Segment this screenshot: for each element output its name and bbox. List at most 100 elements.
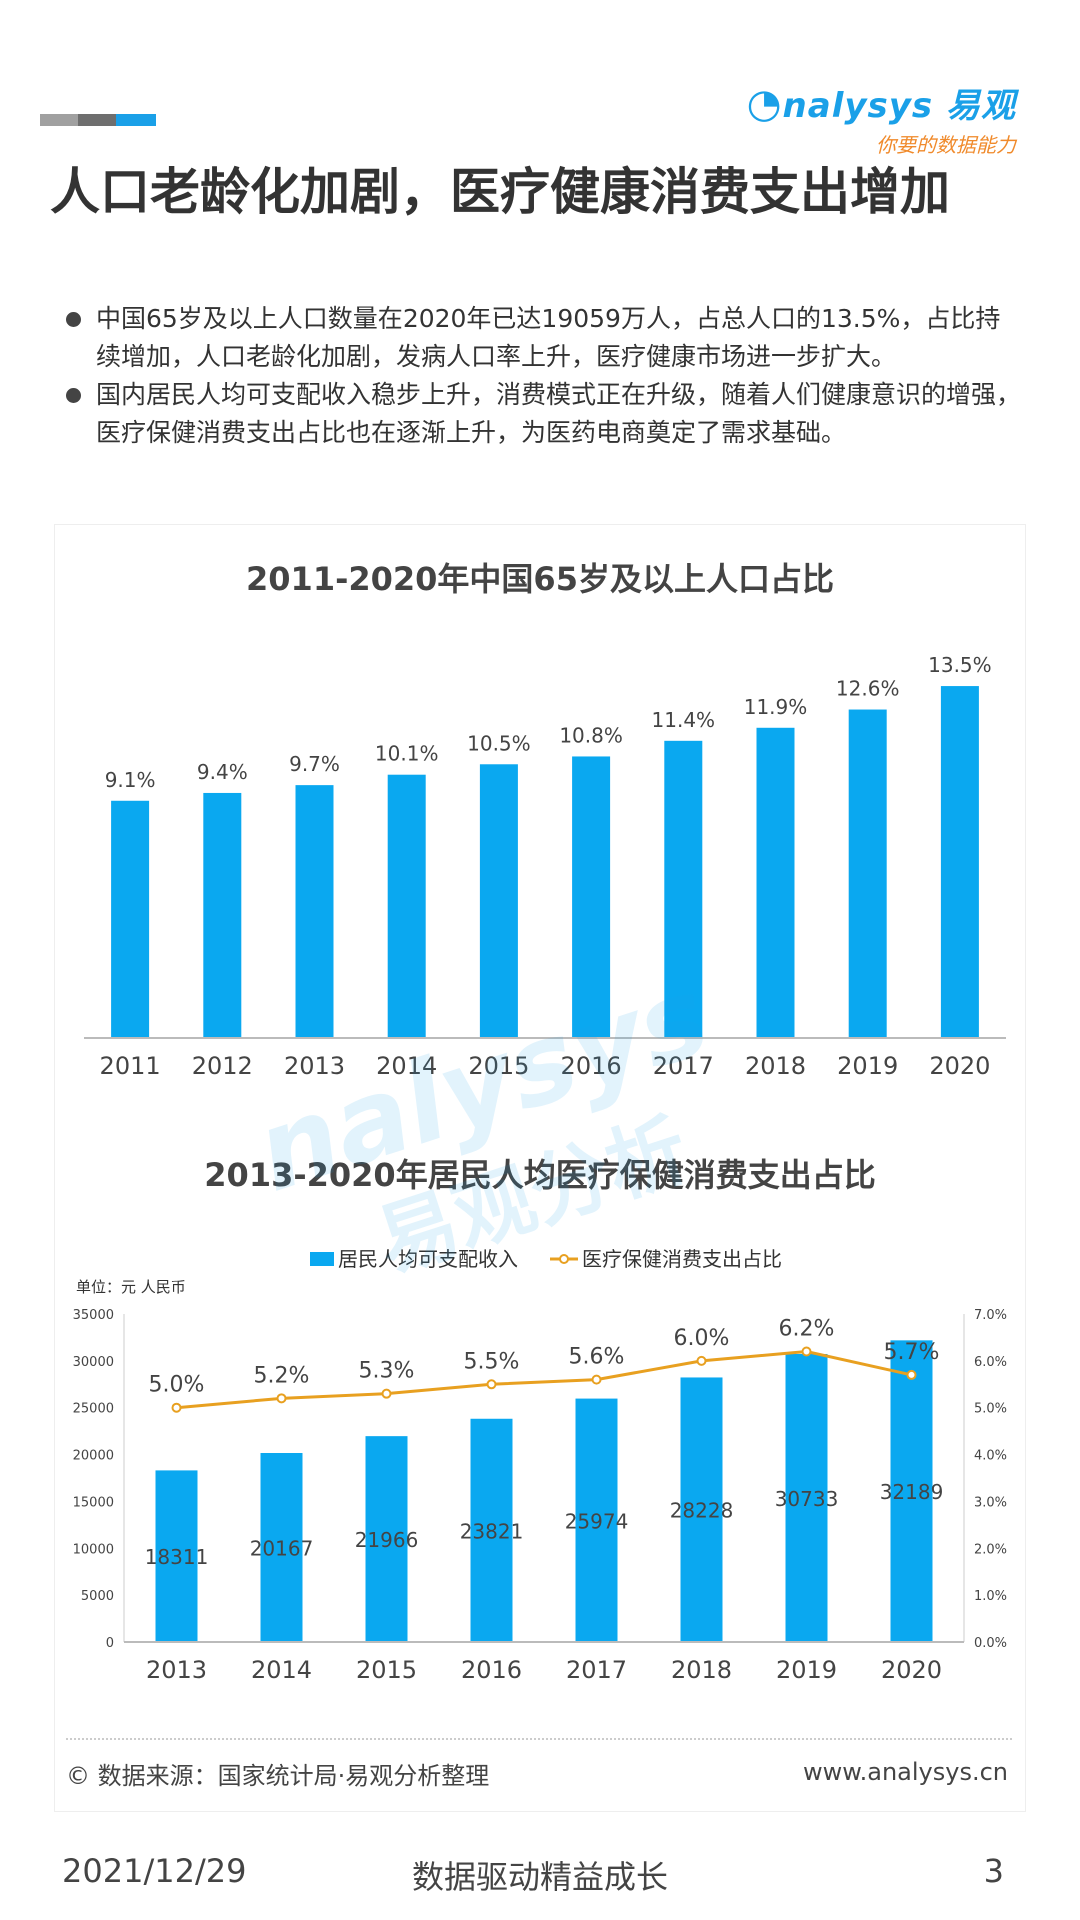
bullet-item: 中国65岁及以上人口数量在2020年已达19059万人，占总人口的13.5%，占… [64,300,1024,376]
chart2-x-tick-label: 2015 [356,1656,417,1684]
chart2-bar-data-label: 18311 [145,1545,209,1569]
chart2-line-point [696,1355,707,1366]
y-right-tick-label: 0.0% [974,1636,1007,1651]
chart2-x-tick-label: 2019 [776,1656,837,1684]
chart1-bar [111,800,150,1038]
chart2-line-data-label: 5.7% [884,1340,940,1365]
chart2-bar [680,1377,723,1642]
chart1-data-label: 13.5% [928,653,992,677]
chart1-data-label: 9.1% [105,768,156,792]
chart2-bar-data-label: 32189 [880,1480,944,1504]
accent-bar-gray-light [40,114,78,126]
chart2-title: 2013-2020年居民人均医疗保健消费支出占比 [204,1156,875,1194]
y-left-tick-label: 0 [106,1636,114,1651]
bullet-dot-icon [66,312,81,327]
data-source: © 数据来源：国家统计局·易观分析整理 [66,1762,490,1790]
chart1-bar [572,756,611,1038]
page-title: 人口老龄化加剧，医疗健康消费支出增加 [50,163,950,221]
accent-bar-gray-dark [78,114,116,126]
bullet-text: 中国65岁及以上人口数量在2020年已达19059万人，占总人口的13.5%，占… [96,304,1001,371]
bullet-dot-icon [66,388,81,403]
chart2-bar [575,1398,618,1642]
accent-bar-blue [116,114,156,126]
legend-line-marker [559,1254,569,1264]
bullet-text: 国内居民人均可支配收入稳步上升，消费模式正在升级，随着人们健康意识的增强，医疗保… [96,380,1022,447]
chart1-data-label: 11.9% [744,695,808,719]
chart2-bar-data-label: 30733 [775,1487,839,1511]
chart1-x-tick-label: 2019 [837,1052,898,1080]
chart2-line-point [381,1388,392,1399]
chart1-x-tick-label: 2020 [929,1052,990,1080]
y-right-tick-label: 7.0% [974,1308,1007,1323]
chart2-bar-data-label: 20167 [250,1537,314,1561]
chart2-bar-data-label: 28228 [670,1499,734,1523]
page-number: 3 [983,1852,1004,1890]
logo-text: ◔nalysys 易观 [746,81,1016,127]
y-left-tick-label: 25000 [73,1402,114,1417]
chart1-x-tick-label: 2012 [192,1052,253,1080]
chart1-x-tick-label: 2011 [100,1052,161,1080]
chart2-line-data-label: 6.2% [779,1316,835,1341]
chart2-bar [155,1470,198,1642]
chart2-line-point [276,1393,287,1404]
source-divider [66,1738,1012,1740]
chart1-x-tick-label: 2014 [376,1052,437,1080]
bullet-list: 中国65岁及以上人口数量在2020年已达19059万人，占总人口的13.5%，占… [64,300,1024,452]
y-left-tick-label: 30000 [73,1355,114,1370]
chart1-title: 2011-2020年中国65岁及以上人口占比 [246,560,834,598]
chart1-bar [756,727,795,1038]
bullet-item: 国内居民人均可支配收入稳步上升，消费模式正在升级，随着人们健康意识的增强，医疗保… [64,376,1024,452]
legend-line-label: 医疗保健消费支出占比 [582,1247,782,1271]
chart1-data-label: 11.4% [652,708,716,732]
chart2-bar-data-label: 23821 [460,1519,524,1543]
y-left-tick-label: 10000 [73,1542,114,1557]
chart1-bar [848,709,887,1038]
footer-date: 2021/12/29 [62,1852,247,1890]
chart1-data-label: 10.5% [467,731,531,755]
chart2-line-data-label: 5.2% [254,1363,310,1388]
source-url[interactable]: www.analysys.cn [802,1758,1008,1786]
chart2-bar-data-label: 21966 [355,1528,419,1552]
chart1-x-tick-label: 2018 [745,1052,806,1080]
legend-bar-swatch [310,1252,334,1266]
chart1-bar [940,686,979,1038]
footer-slogan: 数据驱动精益成长 [411,1858,668,1896]
chart2-line-point [171,1402,182,1413]
chart1-x-tick-label: 2016 [561,1052,622,1080]
chart2-x-tick-label: 2016 [461,1656,522,1684]
y-right-tick-label: 5.0% [974,1402,1007,1417]
y-left-tick-label: 5000 [81,1589,114,1604]
chart2-line-point [801,1346,812,1357]
logo-tagline: 你要的数据能力 [876,133,1016,157]
y-right-tick-label: 2.0% [974,1542,1007,1557]
chart2-bar [260,1453,303,1642]
chart1-data-label: 12.6% [836,677,900,701]
chart1-bar [479,764,518,1038]
chart2-line-data-label: 5.5% [464,1349,520,1374]
chart1-data-label: 10.1% [375,742,439,766]
chart2-x-tick-label: 2020 [881,1656,942,1684]
chart1-x-tick-label: 2015 [468,1052,529,1080]
chart2-bar [470,1418,513,1642]
chart2-line-series [176,1349,912,1410]
chart1-data-label: 10.8% [559,723,623,747]
chart2-bar-data-label: 25974 [565,1509,629,1533]
chart2-line-data-label: 6.0% [674,1326,730,1351]
chart2-bar [365,1436,408,1642]
y-left-tick-label: 15000 [73,1495,114,1510]
chart2-bar [890,1340,933,1642]
chart2-x-tick-label: 2013 [146,1656,207,1684]
y-right-tick-label: 6.0% [974,1355,1007,1370]
chart1-bar [203,792,242,1038]
chart1-bar [664,740,703,1038]
chart2-x-tick-label: 2014 [251,1656,312,1684]
chart2-line-point [486,1379,497,1390]
chart1-x-tick-label: 2013 [284,1052,345,1080]
chart2-x-tick-label: 2018 [671,1656,732,1684]
chart2-x-tick-label: 2017 [566,1656,627,1684]
y-left-tick-label: 35000 [73,1308,114,1323]
y-right-tick-label: 3.0% [974,1495,1007,1510]
y-left-tick-label: 20000 [73,1449,114,1464]
unit-label: 单位：元 人民币 [76,1278,186,1296]
